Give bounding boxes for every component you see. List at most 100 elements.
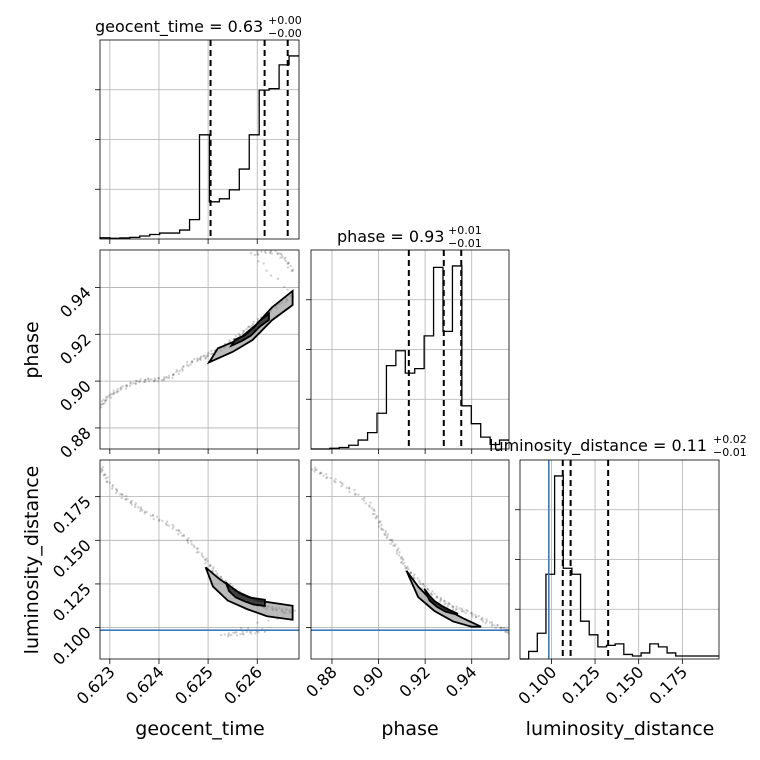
sample-point [202, 355, 205, 358]
sample-point [214, 570, 217, 573]
sample-point [262, 262, 265, 265]
sample-point [401, 558, 405, 562]
title-phase-minus: −0.01 [448, 237, 482, 250]
sample-point [348, 486, 351, 490]
sample-point [196, 547, 199, 550]
sample-point [458, 607, 461, 610]
y-tick-label-phase: 0.90 [56, 376, 95, 415]
histogram-bar [589, 635, 598, 659]
sample-point [115, 391, 118, 394]
sample-point [256, 253, 260, 256]
sample-point [506, 630, 509, 634]
histogram-step-line [520, 475, 719, 660]
x-tick-label-luminosity-distance: 0.100 [514, 662, 560, 708]
sample-point [100, 403, 103, 406]
sample-point [480, 617, 483, 621]
sample-point [320, 471, 323, 475]
sample-point [237, 332, 241, 335]
sample-point [139, 507, 143, 511]
sample-point [465, 608, 468, 612]
sample-point [151, 514, 155, 517]
sample-point [111, 483, 115, 487]
sample-point [101, 402, 105, 405]
histogram-bar [650, 644, 659, 659]
sample-point [134, 382, 137, 385]
sample-point [466, 609, 469, 613]
sample-point [138, 380, 142, 383]
sample-point [256, 250, 259, 254]
sample-point [124, 384, 128, 387]
sample-point [372, 508, 376, 511]
sample-point [126, 497, 129, 501]
title-geocent-time-main: geocent_time = 0.63 [95, 17, 263, 37]
sample-point [104, 399, 107, 403]
sample-point [134, 503, 137, 507]
panel-frame [519, 459, 720, 660]
y-axis-label-phase: phase [21, 321, 43, 378]
panel-frame [310, 249, 510, 450]
sample-point [500, 626, 503, 630]
sample-point [404, 566, 407, 570]
sample-point [379, 527, 383, 530]
x-tick-label-geocent-time: 0.625 [171, 662, 217, 708]
y-tick-label-luminosity-distance: 0.125 [49, 579, 95, 625]
sample-point [177, 533, 180, 536]
sample-point [112, 391, 116, 395]
sample-point [101, 403, 104, 406]
sample-point [362, 496, 366, 500]
sample-point [325, 476, 328, 480]
sample-point [480, 618, 484, 621]
sample-point [171, 527, 175, 530]
sample-point [196, 359, 199, 363]
sample-point [193, 546, 196, 549]
sample-point [147, 378, 150, 381]
sample-point [354, 493, 357, 496]
sample-point [281, 256, 284, 259]
sample-point [101, 468, 104, 471]
sample-point [418, 581, 421, 584]
sample-point [119, 388, 123, 391]
panel-phase-histogram [306, 249, 510, 454]
sample-point [147, 380, 151, 383]
sample-point [143, 512, 146, 515]
density-contour-outer [405, 570, 482, 628]
sample-point [334, 481, 337, 484]
x-tick-label-luminosity-distance: 0.175 [645, 662, 691, 708]
sample-point [200, 554, 204, 557]
sample-point [112, 392, 115, 395]
sample-point [448, 602, 452, 606]
sample-point [241, 632, 244, 635]
sample-point [399, 561, 403, 564]
sample-point [490, 624, 494, 628]
sample-point [167, 376, 171, 380]
sample-point [384, 531, 387, 534]
sample-point [485, 618, 488, 621]
sample-point [145, 510, 148, 514]
sample-point [438, 600, 442, 603]
sample-point [152, 379, 156, 382]
sample-point [242, 330, 245, 333]
sample-point [219, 575, 222, 579]
sample-point [383, 533, 387, 537]
sample-point [198, 357, 202, 361]
sample-point [409, 571, 413, 574]
sample-point [233, 631, 237, 634]
sample-point [436, 595, 439, 598]
sample-point [269, 250, 273, 252]
sample-point [381, 528, 385, 531]
title-luminosity-distance-main: luminosity_distance = 0.11 [489, 436, 707, 456]
sample-point [409, 571, 413, 574]
sample-point [104, 473, 107, 476]
sample-point [398, 551, 401, 554]
sample-point [400, 560, 404, 563]
sample-point [375, 516, 378, 519]
sample-point [333, 480, 336, 483]
sample-point [267, 619, 270, 622]
sample-point [114, 491, 118, 495]
panel-frame [99, 249, 300, 450]
sample-point [177, 529, 181, 532]
sample-point [209, 563, 212, 567]
sample-point [229, 582, 232, 585]
sample-point [397, 554, 401, 557]
